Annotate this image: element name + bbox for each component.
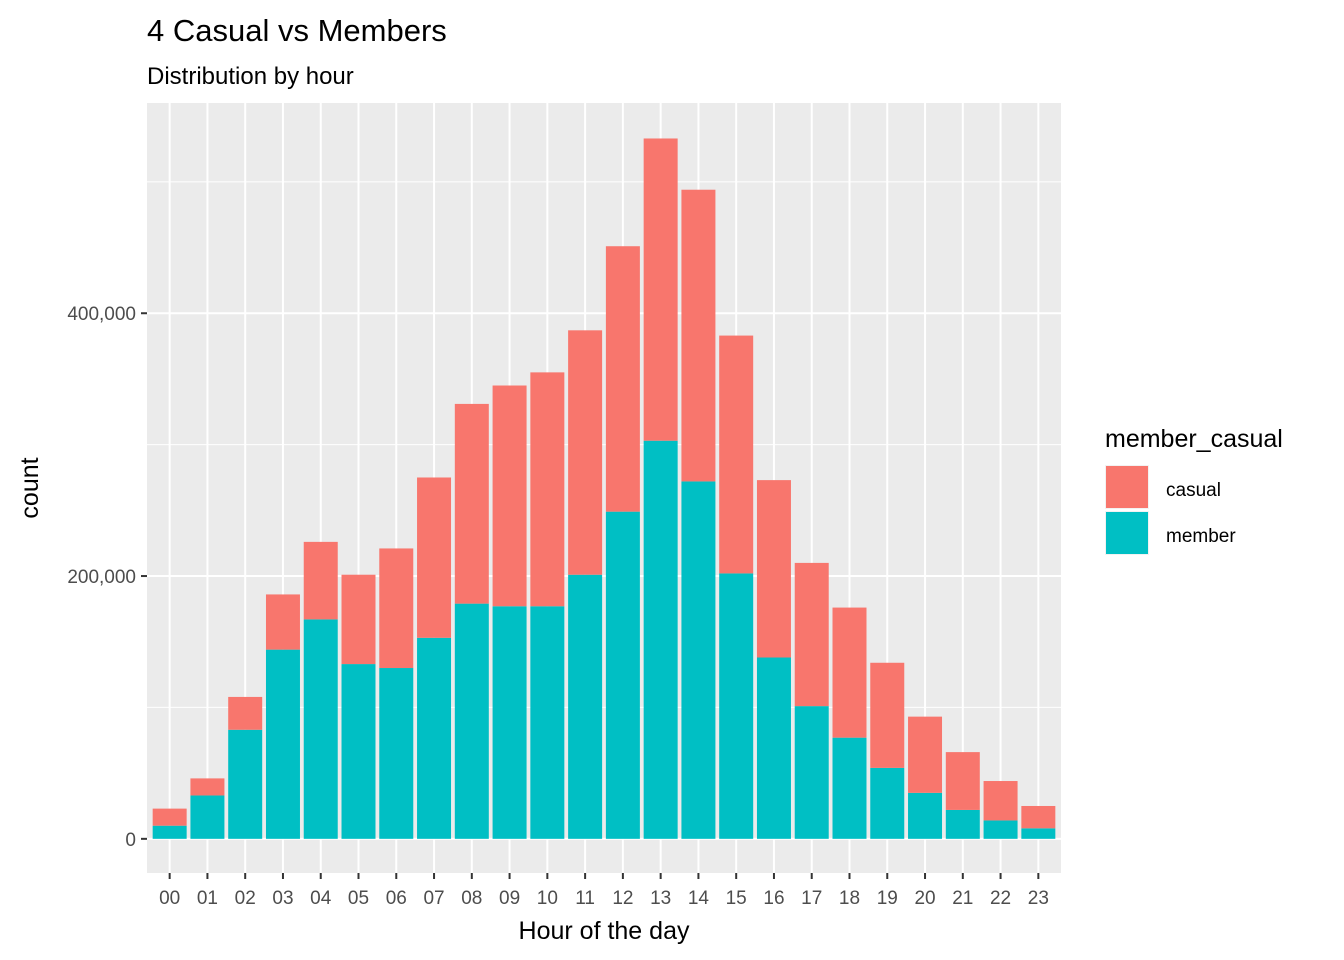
- bar-casual-12: [605, 246, 640, 512]
- bars: [152, 138, 1056, 839]
- x-tick-label: 16: [763, 888, 784, 909]
- legend-title: member_casual: [1105, 425, 1283, 453]
- x-tick-label: 05: [348, 888, 369, 909]
- legend-label-member: member: [1166, 526, 1236, 547]
- legend-swatch-casual: [1106, 466, 1148, 508]
- bar-casual-02: [228, 696, 263, 730]
- bar-member-20: [908, 792, 943, 839]
- bar-casual-08: [454, 403, 489, 604]
- bar-casual-01: [190, 778, 225, 796]
- y-tick-label: 0: [125, 830, 136, 851]
- bar-member-21: [945, 809, 980, 839]
- x-tick-label: 08: [461, 888, 482, 909]
- bar-member-08: [454, 603, 489, 839]
- bar-casual-16: [756, 480, 791, 658]
- x-tick-label: 22: [990, 888, 1011, 909]
- bar-casual-05: [341, 574, 376, 665]
- bar-member-00: [152, 825, 187, 839]
- bar-member-19: [870, 767, 905, 839]
- x-tick-label: 17: [801, 888, 822, 909]
- bar-casual-14: [681, 189, 716, 482]
- x-tick-label: 12: [612, 888, 633, 909]
- x-tick-label: 19: [877, 888, 898, 909]
- bar-member-09: [492, 606, 527, 839]
- bar-member-06: [379, 668, 414, 839]
- bar-casual-17: [794, 562, 829, 707]
- bar-casual-19: [870, 662, 905, 768]
- bar-casual-23: [1021, 805, 1056, 829]
- bar-member-05: [341, 664, 376, 839]
- x-tick-label: 23: [1028, 888, 1049, 909]
- y-axis: 0 200,000 400,000: [67, 304, 147, 851]
- bar-casual-07: [417, 477, 452, 638]
- legend-label-casual: casual: [1166, 480, 1221, 501]
- legend-swatch-member: [1106, 512, 1148, 554]
- bar-casual-21: [945, 752, 980, 810]
- x-tick-label: 01: [197, 888, 218, 909]
- bar-member-23: [1021, 828, 1056, 839]
- bar-casual-04: [303, 541, 338, 620]
- bar-member-04: [303, 619, 338, 839]
- bar-member-13: [643, 440, 678, 839]
- bar-member-10: [530, 606, 565, 839]
- bar-casual-22: [983, 781, 1018, 821]
- bar-member-01: [190, 795, 225, 839]
- x-tick-label: 20: [914, 888, 935, 909]
- x-tick-label: 15: [726, 888, 747, 909]
- x-tick-label: 04: [310, 888, 332, 909]
- x-tick-label: 03: [272, 888, 293, 909]
- chart-title: 4 Casual vs Members: [147, 13, 447, 48]
- x-tick-label: 11: [575, 888, 595, 909]
- x-tick-label: 06: [386, 888, 407, 909]
- chart-subtitle: Distribution by hour: [147, 63, 354, 90]
- y-axis-title: count: [16, 457, 44, 518]
- bar-member-18: [832, 737, 867, 839]
- x-tick-label: 02: [235, 888, 256, 909]
- bar-casual-06: [379, 548, 414, 669]
- bar-casual-09: [492, 385, 527, 607]
- bar-member-07: [417, 637, 452, 839]
- x-tick-label: 10: [537, 888, 558, 909]
- bar-member-11: [568, 574, 603, 839]
- bar-member-17: [794, 706, 829, 839]
- y-tick-label: 200,000: [67, 567, 136, 588]
- y-tick-label: 400,000: [67, 304, 136, 325]
- bar-casual-11: [568, 330, 603, 575]
- bar-casual-10: [530, 372, 565, 607]
- x-tick-label: 14: [688, 888, 710, 909]
- legend: member_casual casual member: [1105, 425, 1283, 555]
- x-axis: 00 01 02 03 04 05 06 07 08 09 10 11 12 13 14 15 16 17 18 19…: [159, 873, 1049, 909]
- x-tick-label: 18: [839, 888, 860, 909]
- x-tick-label: 00: [159, 888, 180, 909]
- bar-casual-13: [643, 138, 678, 441]
- x-axis-title: Hour of the day: [519, 917, 690, 945]
- bar-member-16: [756, 657, 791, 839]
- x-tick-label: 07: [423, 888, 444, 909]
- bar-member-02: [228, 729, 263, 839]
- bar-member-14: [681, 481, 716, 839]
- bar-member-03: [265, 649, 300, 839]
- bar-casual-00: [152, 808, 187, 826]
- bar-member-22: [983, 820, 1018, 839]
- x-tick-label: 21: [952, 888, 973, 909]
- bar-casual-18: [832, 607, 867, 738]
- bar-member-15: [719, 573, 754, 839]
- x-tick-label: 13: [650, 888, 671, 909]
- x-tick-label: 09: [499, 888, 520, 909]
- bar-casual-15: [719, 335, 754, 574]
- bar-member-12: [605, 511, 640, 839]
- bar-casual-20: [908, 716, 943, 793]
- bar-casual-03: [265, 594, 300, 650]
